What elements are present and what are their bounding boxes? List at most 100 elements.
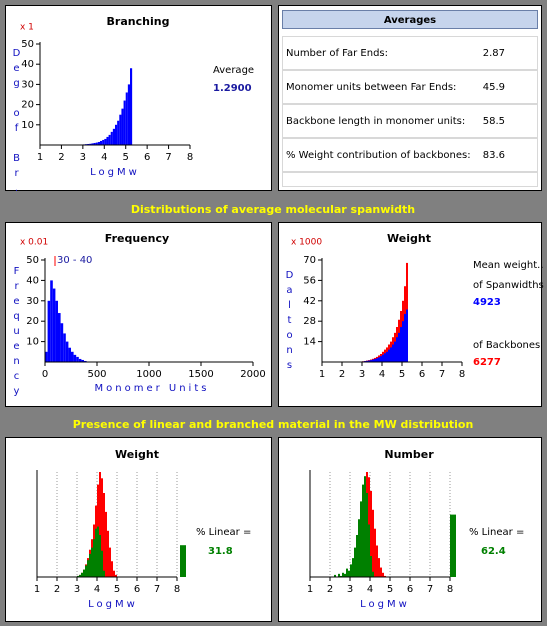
linear-value: 31.8 xyxy=(208,546,233,557)
histogram-bar xyxy=(370,490,372,577)
histogram-bar xyxy=(99,472,101,577)
y-tick-label: 28 xyxy=(303,316,316,327)
annotation: 30 - 40 xyxy=(57,255,92,266)
histogram-bar xyxy=(79,574,81,577)
histogram-bar xyxy=(396,337,398,362)
histogram-bar xyxy=(77,575,79,577)
chart-title: Number xyxy=(384,448,434,461)
histogram-bar xyxy=(374,528,376,577)
x-axis-label: LogMw xyxy=(88,599,138,610)
histogram-bar xyxy=(68,347,71,362)
histogram-bar xyxy=(382,572,384,577)
histogram-bar xyxy=(91,143,94,145)
histogram-bar xyxy=(55,300,58,362)
histogram-bar xyxy=(115,124,118,145)
x-tick-label: 1500 xyxy=(188,369,213,380)
histogram-bar xyxy=(81,359,84,362)
histogram-bar xyxy=(60,323,64,362)
histogram-bar xyxy=(354,547,356,577)
histogram-bar xyxy=(104,138,107,145)
histogram-bar xyxy=(380,356,382,362)
x-axis-label: LogMw xyxy=(90,167,140,178)
histogram-bar xyxy=(76,356,79,362)
histogram-bar xyxy=(101,550,103,577)
y-tick-label: 42 xyxy=(303,296,316,307)
histogram-bar xyxy=(342,572,344,577)
histogram-bar xyxy=(358,519,360,577)
linear-gauge xyxy=(450,514,456,577)
histogram-bar xyxy=(97,526,99,577)
row-label: % Weight contribution of backbones: xyxy=(286,150,471,161)
y-tick-label: 20 xyxy=(26,316,39,327)
histogram-bar xyxy=(63,333,66,362)
histogram-bar xyxy=(370,360,372,362)
histogram-bar xyxy=(378,558,380,577)
y-tick-label: 50 xyxy=(26,255,39,266)
y-tick-label: 70 xyxy=(303,255,316,266)
histogram-bar xyxy=(344,573,346,577)
histogram-bar xyxy=(95,528,97,577)
linear-gauge xyxy=(180,545,186,577)
histogram-bar xyxy=(364,476,366,577)
x-tick-label: 1 xyxy=(34,584,40,595)
y-tick-label: 14 xyxy=(303,337,316,348)
chart-title: Weight xyxy=(115,448,159,461)
histogram-bar xyxy=(112,128,115,145)
y-tick-label: 30 xyxy=(21,79,34,90)
mean-value: 4923 xyxy=(473,297,501,308)
histogram-bar xyxy=(97,141,100,145)
row-value: 2.87 xyxy=(483,48,505,59)
x-tick-label: 4 xyxy=(101,152,107,163)
x-tick-label: 5 xyxy=(123,152,129,163)
histogram-bar xyxy=(372,571,374,577)
x-tick-label: 3 xyxy=(74,584,80,595)
histogram-bar xyxy=(117,120,120,145)
chart-title: Branching xyxy=(107,15,170,28)
multiplier: x 0.01 xyxy=(20,238,48,248)
histogram-bar xyxy=(121,108,124,145)
x-tick-label: 1 xyxy=(319,369,325,380)
panel xyxy=(5,437,272,622)
x-tick-label: 2 xyxy=(327,584,333,595)
histogram-bar xyxy=(87,143,90,145)
histogram-bar xyxy=(376,545,378,577)
x-tick-label: 7 xyxy=(154,584,160,595)
x-tick-label: 3 xyxy=(347,584,353,595)
y-tick-label: 56 xyxy=(303,275,316,286)
table-row xyxy=(282,70,538,104)
histogram-bar xyxy=(370,556,372,577)
side-label: % Linear = xyxy=(196,527,251,538)
histogram-bar xyxy=(95,142,98,145)
x-tick-label: 2000 xyxy=(240,369,265,380)
histogram-bar xyxy=(392,344,394,362)
histogram-bar xyxy=(103,570,105,577)
row-label: Monomer units between Far Ends: xyxy=(286,82,456,93)
histogram-bar xyxy=(402,321,404,362)
table-row xyxy=(282,172,538,187)
histogram-bar xyxy=(400,327,402,362)
x-tick-label: 5 xyxy=(399,369,405,380)
histogram-bar xyxy=(360,501,362,577)
histogram-bar xyxy=(47,300,51,362)
x-tick-label: 8 xyxy=(459,369,465,380)
histogram-bar xyxy=(372,509,374,577)
histogram-bar xyxy=(102,139,105,145)
histogram-bar xyxy=(382,354,384,362)
stat-value: 1.2900 xyxy=(213,83,252,94)
y-tick-label: 40 xyxy=(26,275,39,286)
histogram-bar xyxy=(380,567,382,577)
y-tick-label: 40 xyxy=(21,59,34,70)
legend-entry: of Backbones xyxy=(473,340,540,351)
histogram-bar xyxy=(107,530,109,577)
histogram-bar xyxy=(384,575,386,577)
histogram-bar xyxy=(350,564,352,577)
table-title: Averages xyxy=(384,15,436,26)
histogram-bar xyxy=(52,288,56,362)
row-value: 58.5 xyxy=(483,116,505,127)
histogram-bar xyxy=(101,478,103,577)
side-title: Mean weight.. xyxy=(473,260,544,271)
histogram-bar xyxy=(384,353,386,362)
x-tick-label: 7 xyxy=(427,584,433,595)
histogram-bar xyxy=(127,84,130,145)
y-tick-label: 10 xyxy=(21,120,34,131)
